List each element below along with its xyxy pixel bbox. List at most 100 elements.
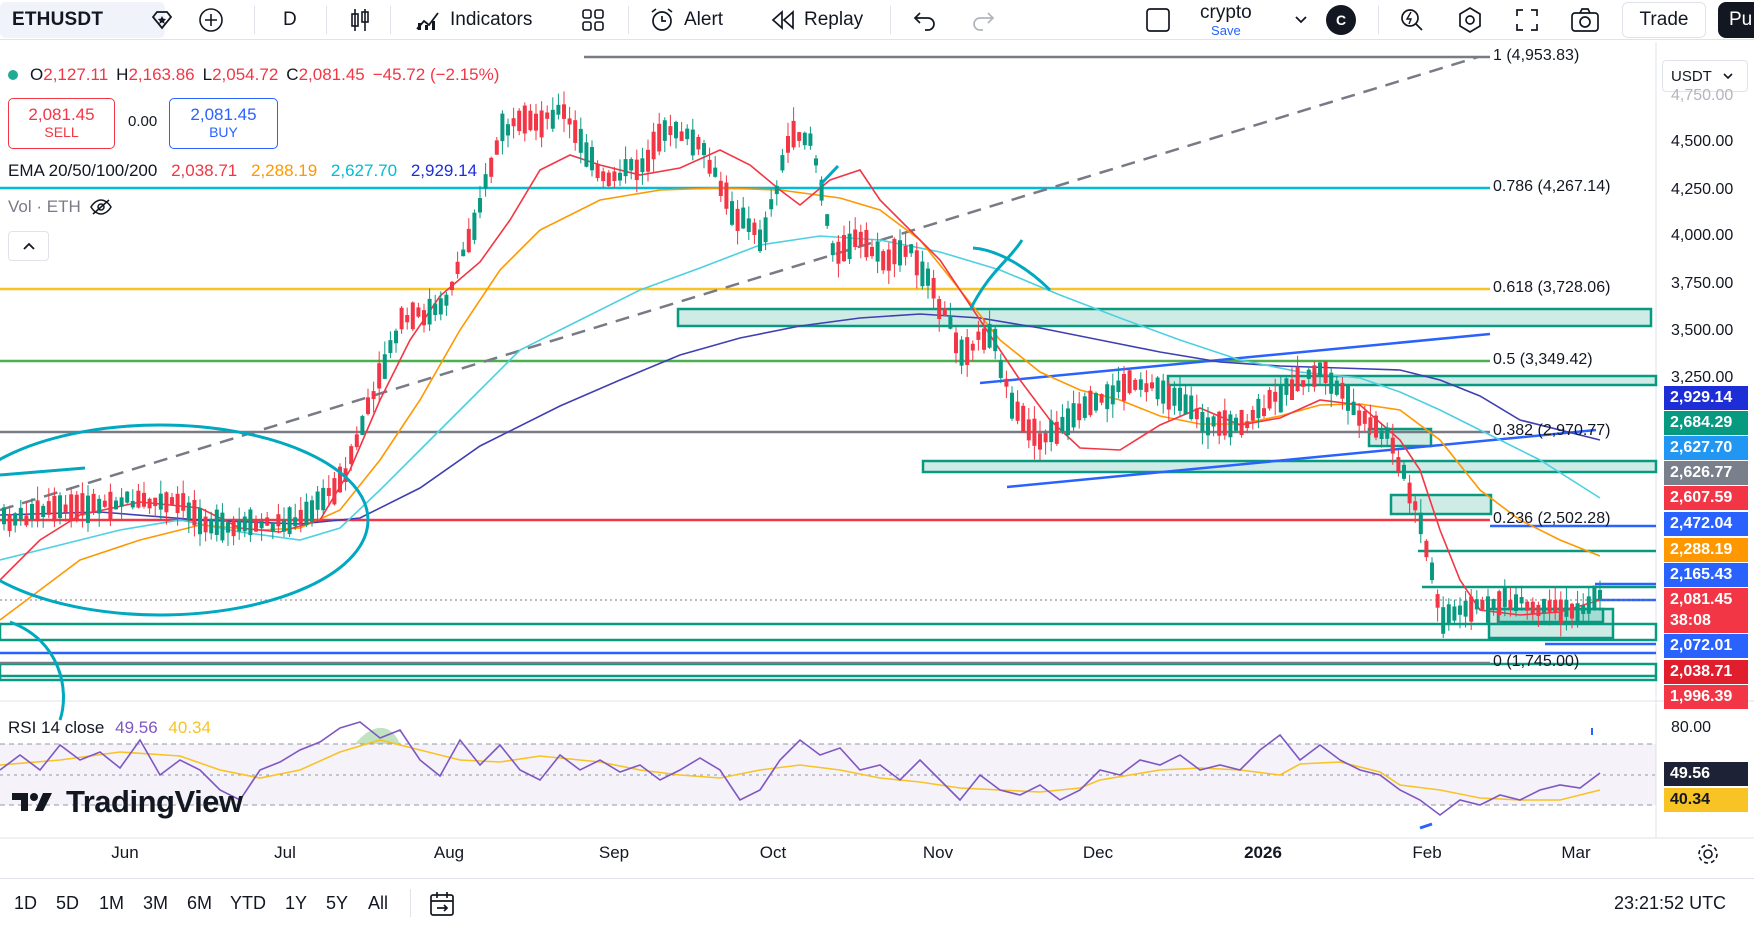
fullscreen-layout-button[interactable] bbox=[1144, 0, 1172, 40]
candle-body bbox=[198, 508, 202, 535]
candle-body bbox=[1228, 414, 1233, 438]
undo-button[interactable] bbox=[912, 0, 938, 40]
replay-button[interactable]: Replay bbox=[770, 0, 863, 40]
rsi-trend-drawing[interactable] bbox=[1419, 822, 1433, 830]
buy-button[interactable]: 2,081.45 BUY bbox=[169, 98, 278, 149]
calendar-range-icon[interactable] bbox=[428, 890, 456, 918]
redo-button[interactable] bbox=[970, 0, 996, 40]
candle-body bbox=[1082, 396, 1087, 418]
range-1m[interactable]: 1M bbox=[99, 893, 125, 913]
zone-rect[interactable] bbox=[676, 307, 1653, 328]
candle-body bbox=[259, 520, 264, 529]
candle-body bbox=[606, 172, 611, 187]
candle-body bbox=[937, 299, 942, 320]
candle-body bbox=[679, 131, 684, 141]
indicators-button[interactable]: Indicators bbox=[414, 0, 532, 40]
candle-body bbox=[254, 520, 258, 532]
candle-body bbox=[842, 235, 846, 262]
candle-body bbox=[382, 354, 387, 379]
candle-body bbox=[1262, 408, 1266, 417]
range-1d[interactable]: 1D bbox=[14, 893, 38, 913]
candle-body bbox=[91, 493, 96, 513]
range-ytd[interactable]: YTD bbox=[230, 893, 266, 913]
range-all[interactable]: All bbox=[368, 893, 389, 913]
rsi-legend[interactable]: RSI 14 close 49.56 40.34 bbox=[8, 718, 211, 738]
candle-body bbox=[1172, 387, 1177, 406]
candle-body bbox=[1553, 599, 1558, 614]
range-5d[interactable]: 5D bbox=[56, 893, 80, 913]
range-1y[interactable]: 1Y bbox=[285, 893, 308, 913]
fib-label-0786: 0.786 (4,267.14) bbox=[1493, 178, 1611, 195]
quick-search-button[interactable] bbox=[1398, 0, 1426, 40]
interval-button[interactable]: D bbox=[283, 0, 297, 40]
candle-body bbox=[506, 124, 510, 136]
candle-body bbox=[7, 513, 12, 532]
curve-drawing[interactable] bbox=[818, 164, 840, 187]
chart-type-button[interactable] bbox=[348, 0, 372, 40]
symbol-search[interactable]: ETHUSDT bbox=[0, 2, 165, 38]
curve-drawing[interactable] bbox=[972, 246, 1052, 292]
currency-select[interactable]: USDT bbox=[1662, 60, 1748, 92]
candle-body bbox=[226, 522, 230, 533]
buy-price: 2,081.45 bbox=[190, 105, 257, 125]
zone-rect[interactable] bbox=[0, 622, 1658, 642]
time-tick: Nov bbox=[922, 843, 954, 862]
symbol-name: ETHUSDT bbox=[12, 9, 104, 30]
compare-symbol-button[interactable] bbox=[198, 0, 224, 40]
zone-rect[interactable] bbox=[921, 459, 1658, 474]
collapse-legend-button[interactable] bbox=[8, 231, 49, 261]
add-favorite-button[interactable] bbox=[150, 0, 174, 40]
chart-canvas bbox=[0, 42, 1754, 839]
candle-body bbox=[786, 135, 790, 153]
candle-body bbox=[1424, 540, 1429, 558]
zone-rect[interactable] bbox=[1166, 374, 1658, 387]
layout-menu-button[interactable] bbox=[1294, 0, 1308, 40]
templates-button[interactable] bbox=[580, 0, 606, 40]
volume-legend[interactable]: Vol · ETH bbox=[8, 197, 113, 217]
candle-body bbox=[1536, 604, 1541, 616]
trade-button[interactable]: Trade bbox=[1622, 2, 1706, 38]
candle-body bbox=[377, 363, 382, 389]
alert-label: Alert bbox=[684, 9, 724, 30]
low-label: L bbox=[202, 65, 213, 84]
ema-legend[interactable]: EMA 20/50/100/200 2,038.71 2,288.19 2,62… bbox=[8, 161, 486, 181]
range-5y[interactable]: 5Y bbox=[326, 893, 349, 913]
top-toolbar: ETHUSDT D Indicators bbox=[0, 0, 1754, 40]
range-6m[interactable]: 6M bbox=[187, 893, 213, 913]
candle-body bbox=[1161, 380, 1166, 404]
chart-pane[interactable] bbox=[0, 42, 1754, 842]
candle-body bbox=[1525, 601, 1530, 611]
candle-body bbox=[998, 360, 1003, 379]
change-value: −45.72 (−2.15%) bbox=[372, 65, 500, 84]
gear-icon[interactable] bbox=[1696, 842, 1720, 866]
ellipse-drawing[interactable] bbox=[0, 423, 370, 617]
zone-rect[interactable] bbox=[0, 662, 1658, 682]
time-tick: Sep bbox=[598, 843, 630, 862]
candle-body bbox=[970, 343, 975, 351]
tradingview-logo[interactable]: TradingView bbox=[10, 784, 243, 820]
rsi-pane bbox=[0, 721, 1656, 816]
avatar[interactable]: C bbox=[1326, 5, 1356, 35]
settings-button[interactable] bbox=[1456, 0, 1484, 40]
price-badge: 40.34 bbox=[1664, 788, 1748, 812]
sell-button[interactable]: 2,081.45 SELL bbox=[8, 98, 115, 149]
candle-body bbox=[1379, 430, 1384, 439]
curve-drawing[interactable] bbox=[9, 620, 65, 721]
alert-button[interactable]: Alert bbox=[648, 0, 723, 40]
snapshot-button[interactable] bbox=[1570, 0, 1600, 40]
candle-body bbox=[864, 229, 869, 258]
candle-body bbox=[674, 121, 678, 139]
price-badge: 2,081.45 bbox=[1664, 588, 1748, 612]
curve-drawing[interactable] bbox=[0, 466, 86, 477]
zone-rect[interactable] bbox=[1389, 493, 1493, 516]
range-3m[interactable]: 3M bbox=[143, 893, 169, 913]
price-badge: 1,996.39 bbox=[1664, 685, 1748, 709]
eye-hidden-icon[interactable] bbox=[89, 198, 113, 216]
fullscreen-button[interactable] bbox=[1514, 0, 1540, 40]
curve-drawing[interactable] bbox=[968, 239, 1024, 311]
candle-body bbox=[494, 140, 499, 155]
candle-body bbox=[298, 509, 303, 524]
layout-name-button[interactable]: crypto Save bbox=[1200, 0, 1252, 40]
publish-button[interactable]: Pu bbox=[1718, 2, 1754, 38]
open-label: O bbox=[30, 65, 44, 84]
